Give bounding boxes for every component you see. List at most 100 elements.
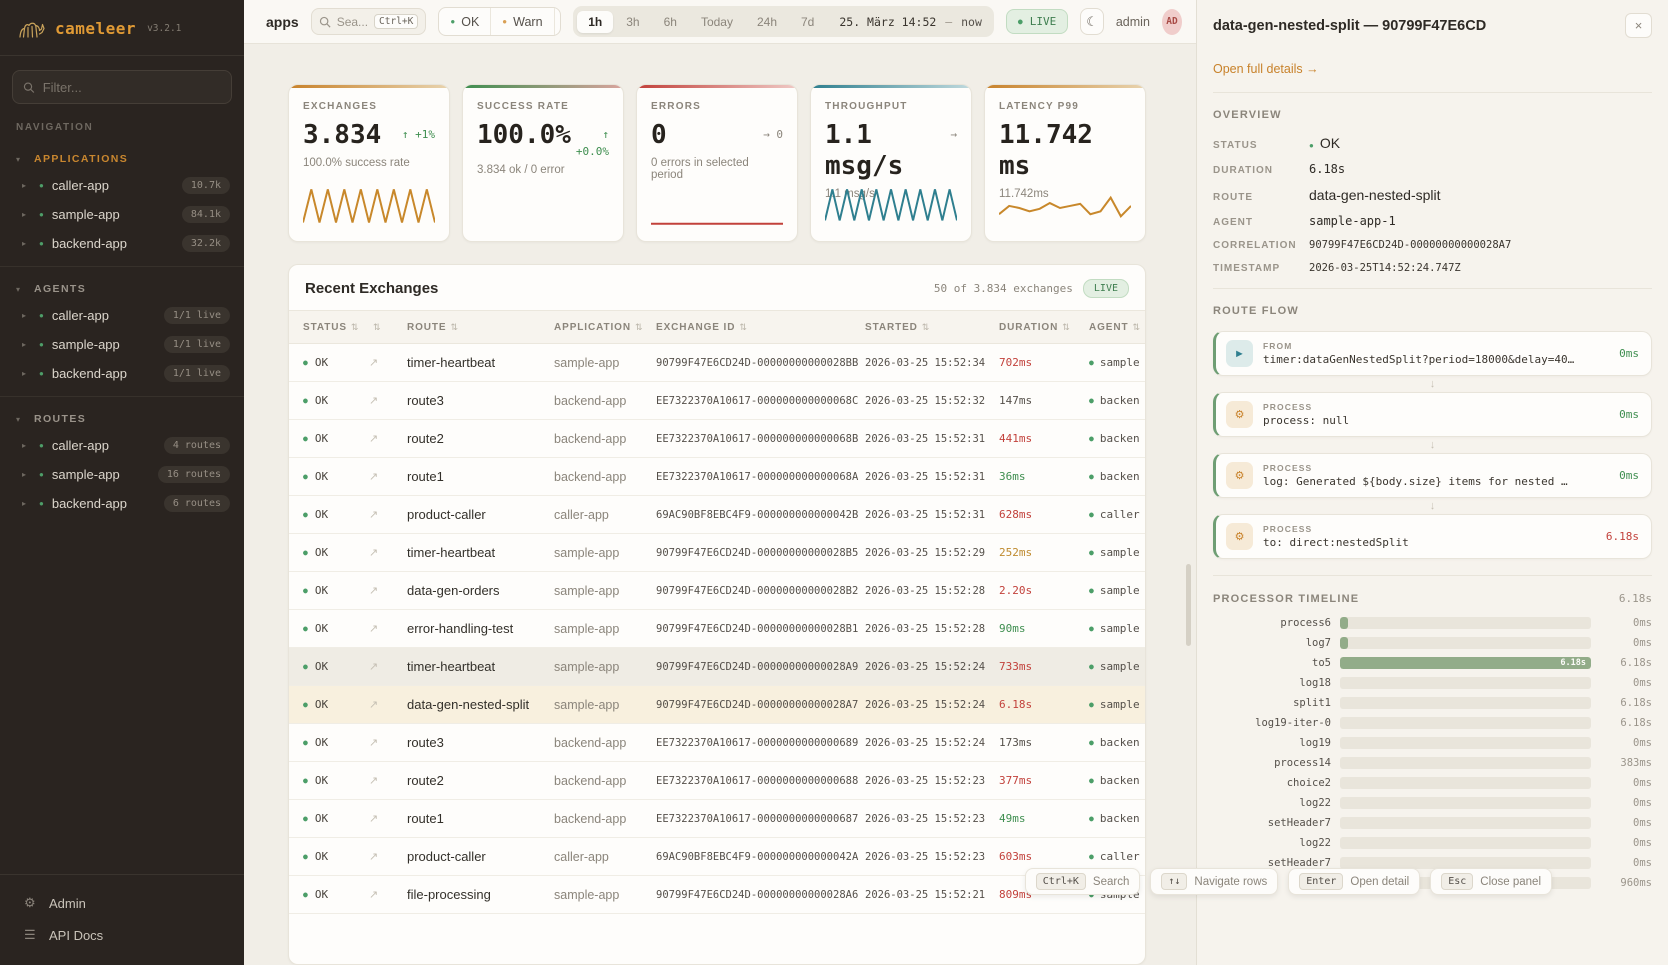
ok-dot-icon: ● [303, 433, 308, 443]
sort-icon: ⇅ [634, 321, 644, 332]
column-header-exchange-id[interactable]: EXCHANGE ID ⇅ [656, 321, 748, 333]
table-row[interactable]: ● OK ↗ route2 backend-app EE7322370A1061… [289, 762, 1145, 800]
table-row[interactable]: ● OK ↗ route3 backend-app EE7322370A1061… [289, 724, 1145, 762]
sidebar-item-route[interactable]: ▸ ● caller-app 4 routes [0, 431, 244, 460]
table-row[interactable]: ● OK ↗ timer-heartbeat sample-app 90799F… [289, 648, 1145, 686]
status-filter-chip[interactable]: ● OK [439, 8, 490, 35]
open-exchange-icon[interactable]: ↗ [369, 775, 379, 787]
status-filter-chip[interactable]: ● E [553, 8, 561, 35]
kpi-subtitle: 3.834 ok / 0 error [477, 164, 565, 176]
sidebar-item-application[interactable]: ▸ ● backend-app 32.2k [0, 229, 244, 258]
open-exchange-icon[interactable]: ↗ [369, 547, 379, 559]
scrollbar-thumb[interactable] [1186, 564, 1191, 646]
open-exchange-icon[interactable]: ↗ [369, 357, 379, 369]
ok-dot-icon: ● [303, 889, 308, 899]
table-row[interactable]: ● OK ↗ product-caller caller-app 69AC90B… [289, 838, 1145, 876]
row-application: backend-app [554, 735, 627, 750]
row-exchange-id: 90799F47E6CD24D-00000000000028B1 [656, 622, 859, 635]
status-filter-chip[interactable]: ● Warn [490, 8, 553, 35]
date-range-display[interactable]: 25. März 14:52 — now [827, 15, 990, 29]
sidebar-item-agent[interactable]: ▸ ● caller-app 1/1 live [0, 301, 244, 330]
status-text: OK [314, 888, 329, 901]
sidebar-item-agent[interactable]: ▸ ● backend-app 1/1 live [0, 359, 244, 388]
close-panel-button[interactable]: × [1625, 13, 1652, 38]
open-exchange-icon[interactable]: ↗ [369, 813, 379, 825]
table-row[interactable]: ● OK ↗ route1 backend-app EE7322370A1061… [289, 800, 1145, 838]
tab-apps[interactable]: apps [266, 13, 299, 30]
open-exchange-icon[interactable]: ↗ [369, 661, 379, 673]
table-row[interactable]: ● OK ↗ data-gen-nested-split sample-app … [289, 686, 1145, 724]
sidebar-item-route[interactable]: ▸ ● backend-app 6 routes [0, 489, 244, 518]
section-header-applications[interactable]: ▾ APPLICATIONS [0, 147, 244, 171]
table-row[interactable]: ● OK ↗ data-gen-orders sample-app 90799F… [289, 572, 1145, 610]
live-toggle[interactable]: ● LIVE [1005, 9, 1069, 34]
open-exchange-icon[interactable]: ↗ [369, 585, 379, 597]
processor-name: log22 [1299, 797, 1331, 809]
open-exchange-icon[interactable]: ↗ [369, 623, 379, 635]
table-row[interactable]: ● OK ↗ product-caller caller-app 69AC90B… [289, 496, 1145, 534]
table-row[interactable]: ● OK ↗ timer-heartbeat sample-app 90799F… [289, 344, 1145, 382]
flow-step-card[interactable]: ⚙ PROCESS to: direct:nestedSplit 6.18s [1213, 514, 1652, 559]
time-range-button[interactable]: 1h [577, 10, 614, 33]
time-range-button[interactable]: 7d [801, 14, 815, 29]
sidebar-filter[interactable] [12, 70, 232, 104]
time-range-button[interactable]: Today [700, 14, 733, 29]
open-exchange-icon[interactable]: ↗ [369, 471, 379, 483]
time-range-button[interactable]: 24h [756, 14, 777, 29]
open-exchange-icon[interactable]: ↗ [369, 737, 379, 749]
table-row[interactable]: ● OK ↗ route3 backend-app EE7322370A1061… [289, 382, 1145, 420]
sidebar-item-admin[interactable]: ⚙ Admin [0, 887, 244, 919]
table-row[interactable]: ● OK ↗ route1 backend-app EE7322370A1061… [289, 458, 1145, 496]
section-header-agents[interactable]: ▾ AGENTS [0, 277, 244, 301]
section-header-routes[interactable]: ▾ ROUTES [0, 407, 244, 431]
agent-text: backen [1099, 470, 1140, 483]
processor-name: log19-iter-0 [1255, 717, 1331, 729]
recent-exchanges-card: Recent Exchanges 50 of 3.834 exchanges L… [288, 264, 1146, 965]
sort-icon: ⇅ [373, 321, 382, 332]
processor-duration: 6.18s [1620, 657, 1652, 669]
time-range-button[interactable]: 6h [663, 14, 677, 29]
username-label: admin [1115, 14, 1150, 29]
flow-step-card[interactable]: ⚙ PROCESS process: null 0ms [1213, 392, 1652, 437]
open-exchange-icon[interactable]: ↗ [369, 395, 379, 407]
sidebar-item-route[interactable]: ▸ ● sample-app 16 routes [0, 460, 244, 489]
time-range-button[interactable]: 3h [626, 14, 640, 29]
column-header-duration[interactable]: DURATION ⇅ [999, 321, 1071, 333]
status-dot-icon: ● [39, 440, 44, 450]
table-row[interactable]: ● OK ↗ route2 backend-app EE7322370A1061… [289, 420, 1145, 458]
processor-duration: 0ms [1633, 617, 1652, 629]
sidebar-item-api-docs[interactable]: ☰ API Docs [0, 919, 244, 951]
row-started: 2026-03-25 15:52:31 [865, 470, 986, 483]
column-header-agent[interactable]: AGENT ⇅ [1089, 321, 1141, 333]
shortcut-key: ↑↓ [1161, 873, 1188, 890]
flow-step-card[interactable]: ► FROM timer:dataGenNestedSplit?period=1… [1213, 331, 1652, 376]
table-row[interactable]: ● OK ↗ timer-heartbeat sample-app 90799F… [289, 534, 1145, 572]
column-header-status[interactable]: STATUS ⇅ [303, 321, 360, 333]
date-separator: — [945, 14, 953, 29]
timeline-track [1340, 777, 1591, 789]
flow-step-card[interactable]: ⚙ PROCESS log: Generated ${body.size} it… [1213, 453, 1652, 498]
chevron-right-icon: ▸ [22, 499, 27, 508]
column-header-application[interactable]: APPLICATION ⇅ [554, 321, 644, 333]
time-range-group: 1h 3h 6h Today 24h 7d 25. März 14:52 — n… [573, 6, 994, 37]
table-row[interactable]: ● OK ↗ error-handling-test sample-app 90… [289, 610, 1145, 648]
filter-input[interactable] [42, 79, 221, 95]
open-full-details-link[interactable]: Open full details → [1213, 62, 1319, 76]
open-exchange-icon[interactable]: ↗ [369, 699, 379, 711]
column-header-started[interactable]: STARTED ⇅ [865, 321, 931, 333]
column-header-route[interactable]: ROUTE ⇅ [407, 321, 459, 333]
open-exchange-icon[interactable]: ↗ [369, 433, 379, 445]
column-header-open[interactable]: ⇅ [369, 322, 407, 333]
table-row[interactable]: ● OK ↗ file-processing sample-app 90799F… [289, 876, 1145, 914]
search-input[interactable]: Sea... Ctrl+K [310, 8, 427, 35]
theme-toggle-button[interactable]: ☾ [1080, 8, 1104, 35]
open-exchange-icon[interactable]: ↗ [369, 851, 379, 863]
avatar[interactable]: AD [1161, 8, 1182, 35]
open-exchange-icon[interactable]: ↗ [369, 509, 379, 521]
sidebar-item-application[interactable]: ▸ ● sample-app 84.1k [0, 200, 244, 229]
sidebar-item-application[interactable]: ▸ ● caller-app 10.7k [0, 171, 244, 200]
open-exchange-icon[interactable]: ↗ [369, 889, 379, 901]
chevron-right-icon: ▸ [22, 340, 27, 349]
sidebar-item-agent[interactable]: ▸ ● sample-app 1/1 live [0, 330, 244, 359]
row-application: sample-app [554, 545, 620, 560]
